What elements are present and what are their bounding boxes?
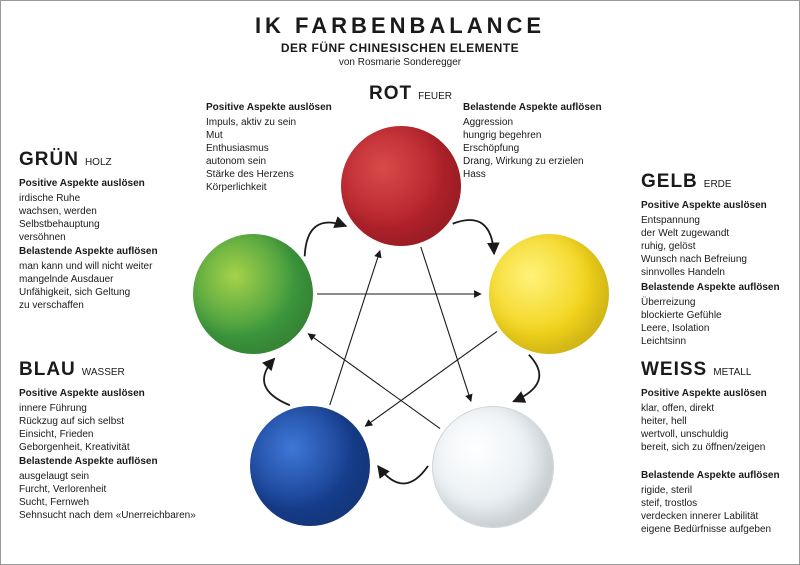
block-item: Erschöpfung [463,142,633,155]
label-weiss: WEISS METALL [641,359,751,381]
block-item: Mut [206,129,356,142]
block-item: ausgelaugt sein [19,470,239,483]
block-item: Hass [463,168,633,181]
block-heading: Belastende Aspekte auflösen [19,245,209,258]
element-name: GRÜN [19,149,79,170]
page-title: IK FARBENBALANCE [1,13,799,39]
block-item: steif, trostlos [641,497,796,510]
block-item: sinnvolles Handeln [641,266,796,279]
text-block-neg-gelb: Belastende Aspekte auflösen Überreizungbl… [641,281,796,348]
block-item: Furcht, Verlorenheit [19,483,239,496]
arrow-blau-gruen [264,359,290,406]
block-item: zu verschaffen [19,299,209,312]
element-sub: METALL [713,367,751,378]
text-block-pos-gelb: Positive Aspekte auslösen Entspannungder … [641,199,796,279]
block-item: Impuls, aktiv zu sein [206,116,356,129]
page-subtitle-2: von Rosmarie Sonderegger [1,57,799,68]
block-item: Aggression [463,116,633,129]
block-item: Enthusiasmus [206,142,356,155]
element-name: GELB [641,171,698,192]
element-sub: WASSER [82,367,125,378]
block-item: eigene Bedürfnisse aufgeben [641,523,796,536]
text-block-neg-blau: Belastende Aspekte auflösen ausgelaugt se… [19,455,239,522]
block-item: autonom sein [206,155,356,168]
circle-gelb [489,234,609,354]
text-block-neg-weiss: Belastende Aspekte auflösen rigide, steri… [641,469,796,536]
block-item: Überreizung [641,296,796,309]
block-item: Unfähigkeit, sich Geltung [19,286,209,299]
block-item: klar, offen, direkt [641,402,796,415]
block-item: ruhig, gelöst [641,240,796,253]
block-item: rigide, steril [641,484,796,497]
block-item: Selbstbehauptung [19,218,189,231]
text-block-neg-rot: Belastende Aspekte auflösen Aggressionhun… [463,101,633,181]
circle-rot [341,126,461,246]
element-name: BLAU [19,359,76,380]
block-item: innere Führung [19,402,219,415]
arrow-weiss-blau [378,466,428,483]
block-heading: Positive Aspekte auslösen [641,199,796,212]
block-item: blockierte Gefühle [641,309,796,322]
block-item: Entspannung [641,214,796,227]
element-name: ROT [369,83,412,104]
block-item: Stärke des Herzens [206,168,356,181]
block-item: Sucht, Fernweh [19,496,239,509]
circle-gruen [193,234,313,354]
text-block-pos-weiss: Positive Aspekte auslösen klar, offen, di… [641,387,796,454]
arrow-gruen-rot [305,223,346,257]
block-item: Rückzug auf sich selbst [19,415,219,428]
text-block-pos-gruen: Positive Aspekte auslösen irdische Ruhewa… [19,177,189,244]
circle-blau [250,406,370,526]
block-item: irdische Ruhe [19,192,189,205]
arrow-blau-rot [330,251,380,405]
element-sub: ERDE [704,179,732,190]
text-block-pos-rot: Positive Aspekte auslösen Impuls, aktiv z… [206,101,356,194]
label-gelb: GELB ERDE [641,171,732,193]
block-item: Körperlichkeit [206,181,356,194]
block-item: mangelnde Ausdauer [19,273,209,286]
arrow-rot-weiss [421,247,471,401]
block-item: bereit, sich zu öffnen/zeigen [641,441,796,454]
label-rot: ROT FEUER [369,83,452,105]
block-item: wertvoll, unschuldig [641,428,796,441]
element-sub: HOLZ [85,157,112,168]
page-subtitle-1: DER FÜNF CHINESISCHEN ELEMENTE [1,41,799,55]
block-item: verdecken innerer Labilität [641,510,796,523]
block-heading: Positive Aspekte auslösen [206,101,356,114]
block-heading: Belastende Aspekte auflösen [641,281,796,294]
block-heading: Belastende Aspekte auflösen [463,101,633,114]
block-item: hungrig begehren [463,129,633,142]
text-block-pos-blau: Positive Aspekte auslösen innere FührungR… [19,387,219,454]
block-item: Drang, Wirkung zu erzielen [463,155,633,168]
block-heading: Belastende Aspekte auflösen [641,469,796,482]
circle-weiss [432,406,554,528]
block-item: Leere, Isolation [641,322,796,335]
element-name: WEISS [641,359,707,380]
block-item: Geborgenheit, Kreativität [19,441,219,454]
text-block-neg-gruen: Belastende Aspekte auflösen man kann und … [19,245,209,312]
arrow-gelb-weiss [513,355,539,402]
block-item: versöhnen [19,231,189,244]
label-gruen: GRÜN HOLZ [19,149,112,171]
block-item: man kann und will nicht weiter [19,260,209,273]
block-item: Sehnsucht nach dem «Unerreichbaren» [19,509,239,522]
block-heading: Positive Aspekte auslösen [641,387,796,400]
block-heading: Belastende Aspekte auflösen [19,455,239,468]
block-item: Wunsch nach Befreiung [641,253,796,266]
block-item: Leichtsinn [641,335,796,348]
element-sub: FEUER [418,91,452,102]
infographic-page: { "title": "IK FARBENBALANCE", "subtitle… [0,0,800,565]
block-item: der Welt zugewandt [641,227,796,240]
arrow-rot-gelb [453,220,494,254]
block-heading: Positive Aspekte auslösen [19,177,189,190]
block-heading: Positive Aspekte auslösen [19,387,219,400]
block-item: heiter, hell [641,415,796,428]
block-item: Einsicht, Frieden [19,428,219,441]
label-blau: BLAU WASSER [19,359,125,381]
block-item: wachsen, werden [19,205,189,218]
